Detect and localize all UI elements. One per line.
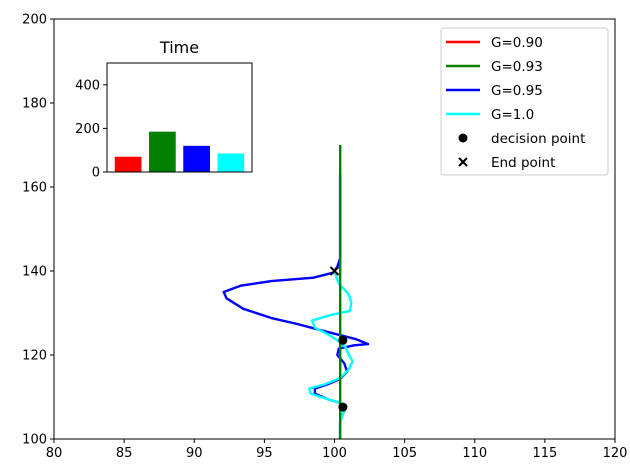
legend-item: G=0.95 — [446, 83, 543, 99]
legend-label: G=0.93 — [491, 59, 543, 75]
legend-items: G=0.90 G=0.93 G=0.95 G=1.0 decision point End… — [446, 35, 585, 171]
inset-y-tick-label: 0 — [92, 166, 100, 181]
inset-bar-chart: Time 0 200 400 — [75, 38, 253, 181]
inset-title: Time — [159, 38, 199, 57]
x-tick-label: 120 — [603, 446, 628, 461]
y-tick-label: 120 — [22, 349, 47, 364]
x-tick-label: 85 — [116, 446, 133, 461]
legend: G=0.90 G=0.93 G=0.95 G=1.0 decision point End… — [440, 27, 609, 176]
main-markers-layer — [329, 266, 348, 412]
x-tick-label: 105 — [392, 446, 417, 461]
inset-y-tick-label: 400 — [75, 78, 100, 93]
decision-point-marker — [338, 402, 348, 412]
x-tick-label: 115 — [532, 446, 557, 461]
x-tick-label: 110 — [462, 446, 487, 461]
end-point-marker — [329, 266, 340, 276]
time-bar-g-1-0 — [217, 153, 245, 172]
legend-label: G=1.0 — [491, 107, 534, 123]
y-tick-label: 100 — [22, 433, 47, 448]
legend-label: G=0.95 — [491, 83, 543, 99]
inset-plot-frame — [106, 62, 253, 173]
legend-item: decision point — [458, 131, 585, 147]
legend-label: End point — [491, 155, 555, 171]
x-tick-label: 95 — [256, 446, 273, 461]
legend-label: decision point — [491, 131, 585, 147]
x-tick-label: 80 — [46, 446, 63, 461]
legend-item: G=0.93 — [446, 59, 543, 75]
legend-item: G=0.90 — [446, 35, 543, 51]
legend-item: G=1.0 — [446, 107, 534, 123]
legend-label: G=0.90 — [491, 35, 543, 51]
y-tick-label: 180 — [22, 97, 47, 112]
time-bar-g-0-93 — [149, 131, 176, 172]
y-tick-label: 140 — [22, 265, 47, 280]
legend-item: End point — [458, 155, 555, 171]
legend-swatch — [458, 133, 468, 143]
inset-bars-layer — [114, 131, 245, 172]
inset-y-tick-label: 200 — [75, 122, 100, 137]
time-bar-g-0-95 — [183, 145, 210, 172]
y-tick-label: 160 — [22, 181, 47, 196]
decision-point-marker — [338, 335, 348, 345]
time-bar-g-0-90 — [114, 156, 142, 172]
legend-box — [440, 27, 609, 176]
inset-axis-ticks: 0 200 400 — [75, 78, 107, 181]
x-tick-label: 100 — [322, 446, 347, 461]
main-axis-ticks: 80 85 90 95 100 105 110 115 120 100 120 140 160 180 20… — [22, 13, 627, 462]
y-tick-label: 200 — [22, 13, 47, 28]
x-tick-label: 90 — [186, 446, 203, 461]
